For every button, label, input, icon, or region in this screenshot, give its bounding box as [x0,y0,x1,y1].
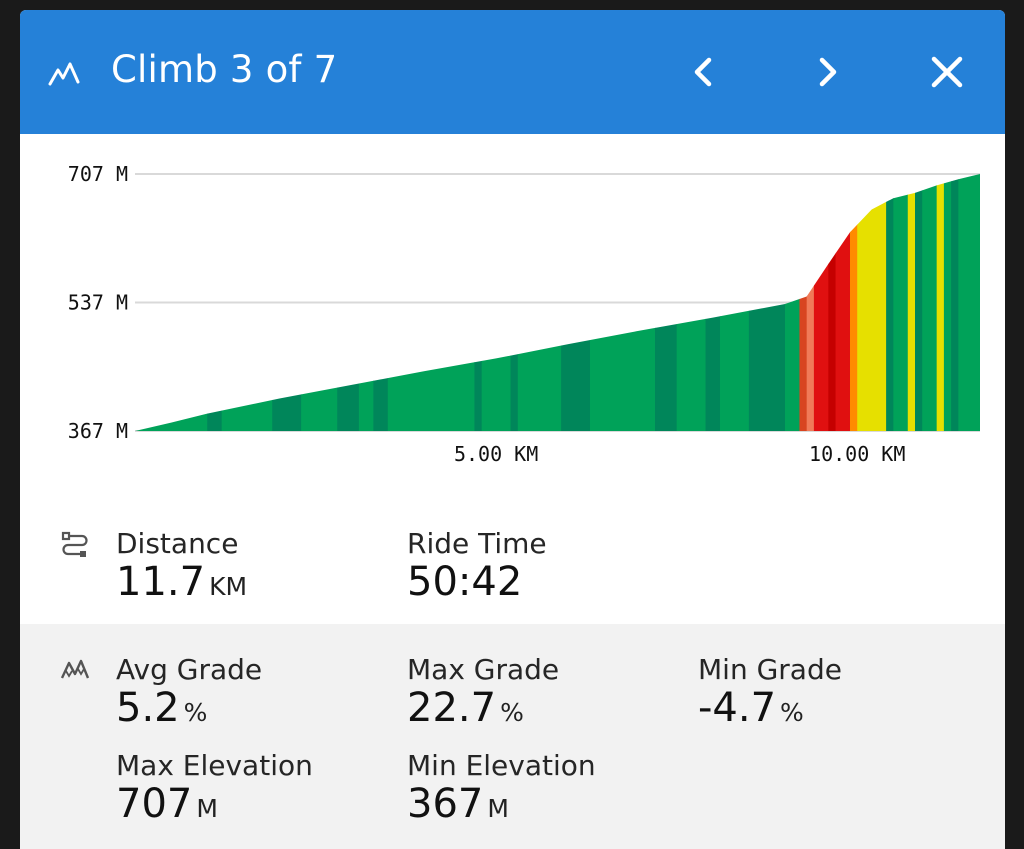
grade-segment [806,174,815,431]
max-elevation-stat: Max Elevation 707 M [116,750,313,831]
grade-segment [813,174,829,431]
max-elevation-label: Max Elevation [116,749,313,782]
grade-segment [207,174,223,431]
grade-segment [272,174,302,431]
grade-segment [850,174,858,431]
close-button[interactable] [925,50,969,94]
avg-grade-stat: Avg Grade 5.2% [116,654,262,735]
avg-grade-value: 5.2 [116,685,180,731]
grade-segment [857,174,887,431]
y-tick-label: 367 M [68,419,128,443]
grade-segment [936,174,945,431]
grade-segment [373,174,389,431]
chevron-right-icon [819,57,837,87]
min-grade-unit: % [780,698,804,727]
grade-segment [828,174,837,431]
grade-segment [907,174,916,431]
close-icon [931,56,963,88]
max-grade-unit: % [500,698,524,727]
grade-segment [705,174,721,431]
climb-header: Climb 3 of 7 [20,10,1005,134]
grade-segment [510,174,519,431]
grade-segment [481,174,512,431]
grade-segment [799,174,808,431]
grade-segment [474,174,483,431]
grade-segment [835,174,851,431]
mountain-icon [60,654,90,684]
distance-label: Distance [116,527,239,560]
next-climb-button[interactable] [805,50,849,94]
grade-segment [358,174,374,431]
route-icon [60,530,90,560]
y-tick-label: 707 M [68,162,128,186]
previous-climb-button[interactable] [682,50,726,94]
min-elevation-label: Min Elevation [407,749,596,782]
grade-segment [221,174,273,431]
grade-segment [915,174,923,431]
grade-segment [748,174,786,431]
grade-segment [135,174,208,431]
grade-segment [922,174,938,431]
min-grade-label: Min Grade [698,653,842,686]
max-grade-value: 22.7 [407,685,497,731]
avg-grade-label: Avg Grade [116,653,263,686]
climb-icon [48,60,82,88]
grade-segment [943,174,952,431]
elevation-profile-chart[interactable]: 707 M 537 M 367 M 5.00 KM 10.00 KM [20,134,1005,500]
ride-time-stat: Ride Time 50:42 [407,527,547,605]
grade-segment [517,174,562,431]
climb-title: Climb 3 of 7 [111,48,338,91]
grade-segment [387,174,475,431]
x-tick-label: 10.00 KM [809,442,905,466]
min-grade-value: -4.7 [698,685,777,731]
ride-time-label: Ride Time [407,527,547,560]
distance-time-section: Distance 11.7 KM Ride Time 50:42 [20,500,1005,624]
grade-segment [337,174,360,431]
distance-unit: KM [209,572,248,601]
max-grade-stat: Max Grade 22.7% [407,654,559,735]
grade-elevation-section: Avg Grade 5.2% Max Grade 22.7% Min Grade… [20,624,1005,849]
chevron-left-icon [694,57,712,87]
y-tick-label: 537 M [68,291,128,315]
x-tick-label: 5.00 KM [454,442,538,466]
grade-segment [301,174,338,431]
grade-segment [951,174,959,431]
max-elevation-unit: M [196,794,218,823]
min-elevation-stat: Min Elevation 367 M [407,750,596,831]
grade-segment [785,174,800,431]
max-elevation-value: 707 [116,781,193,827]
distance-value: 11.7 [116,559,206,605]
grade-segment [676,174,707,431]
max-grade-label: Max Grade [407,653,560,686]
ride-time-value: 50:42 [407,559,523,605]
min-grade-stat: Min Grade -4.7% [698,654,842,735]
grade-segment [893,174,909,431]
climb-panel: Climb 3 of 7 707 M 537 M 367 M 5.00 KM 10.00… [20,10,1005,849]
min-elevation-unit: M [487,794,509,823]
distance-stat: Distance 11.7 KM [116,528,247,609]
grade-segment [561,174,591,431]
grade-segment [590,174,656,431]
grade-segment [958,174,980,431]
avg-grade-unit: % [183,698,208,727]
min-elevation-value: 367 [407,781,484,827]
grade-segment [886,174,894,431]
grade-segment [655,174,678,431]
grade-segment [720,174,750,431]
